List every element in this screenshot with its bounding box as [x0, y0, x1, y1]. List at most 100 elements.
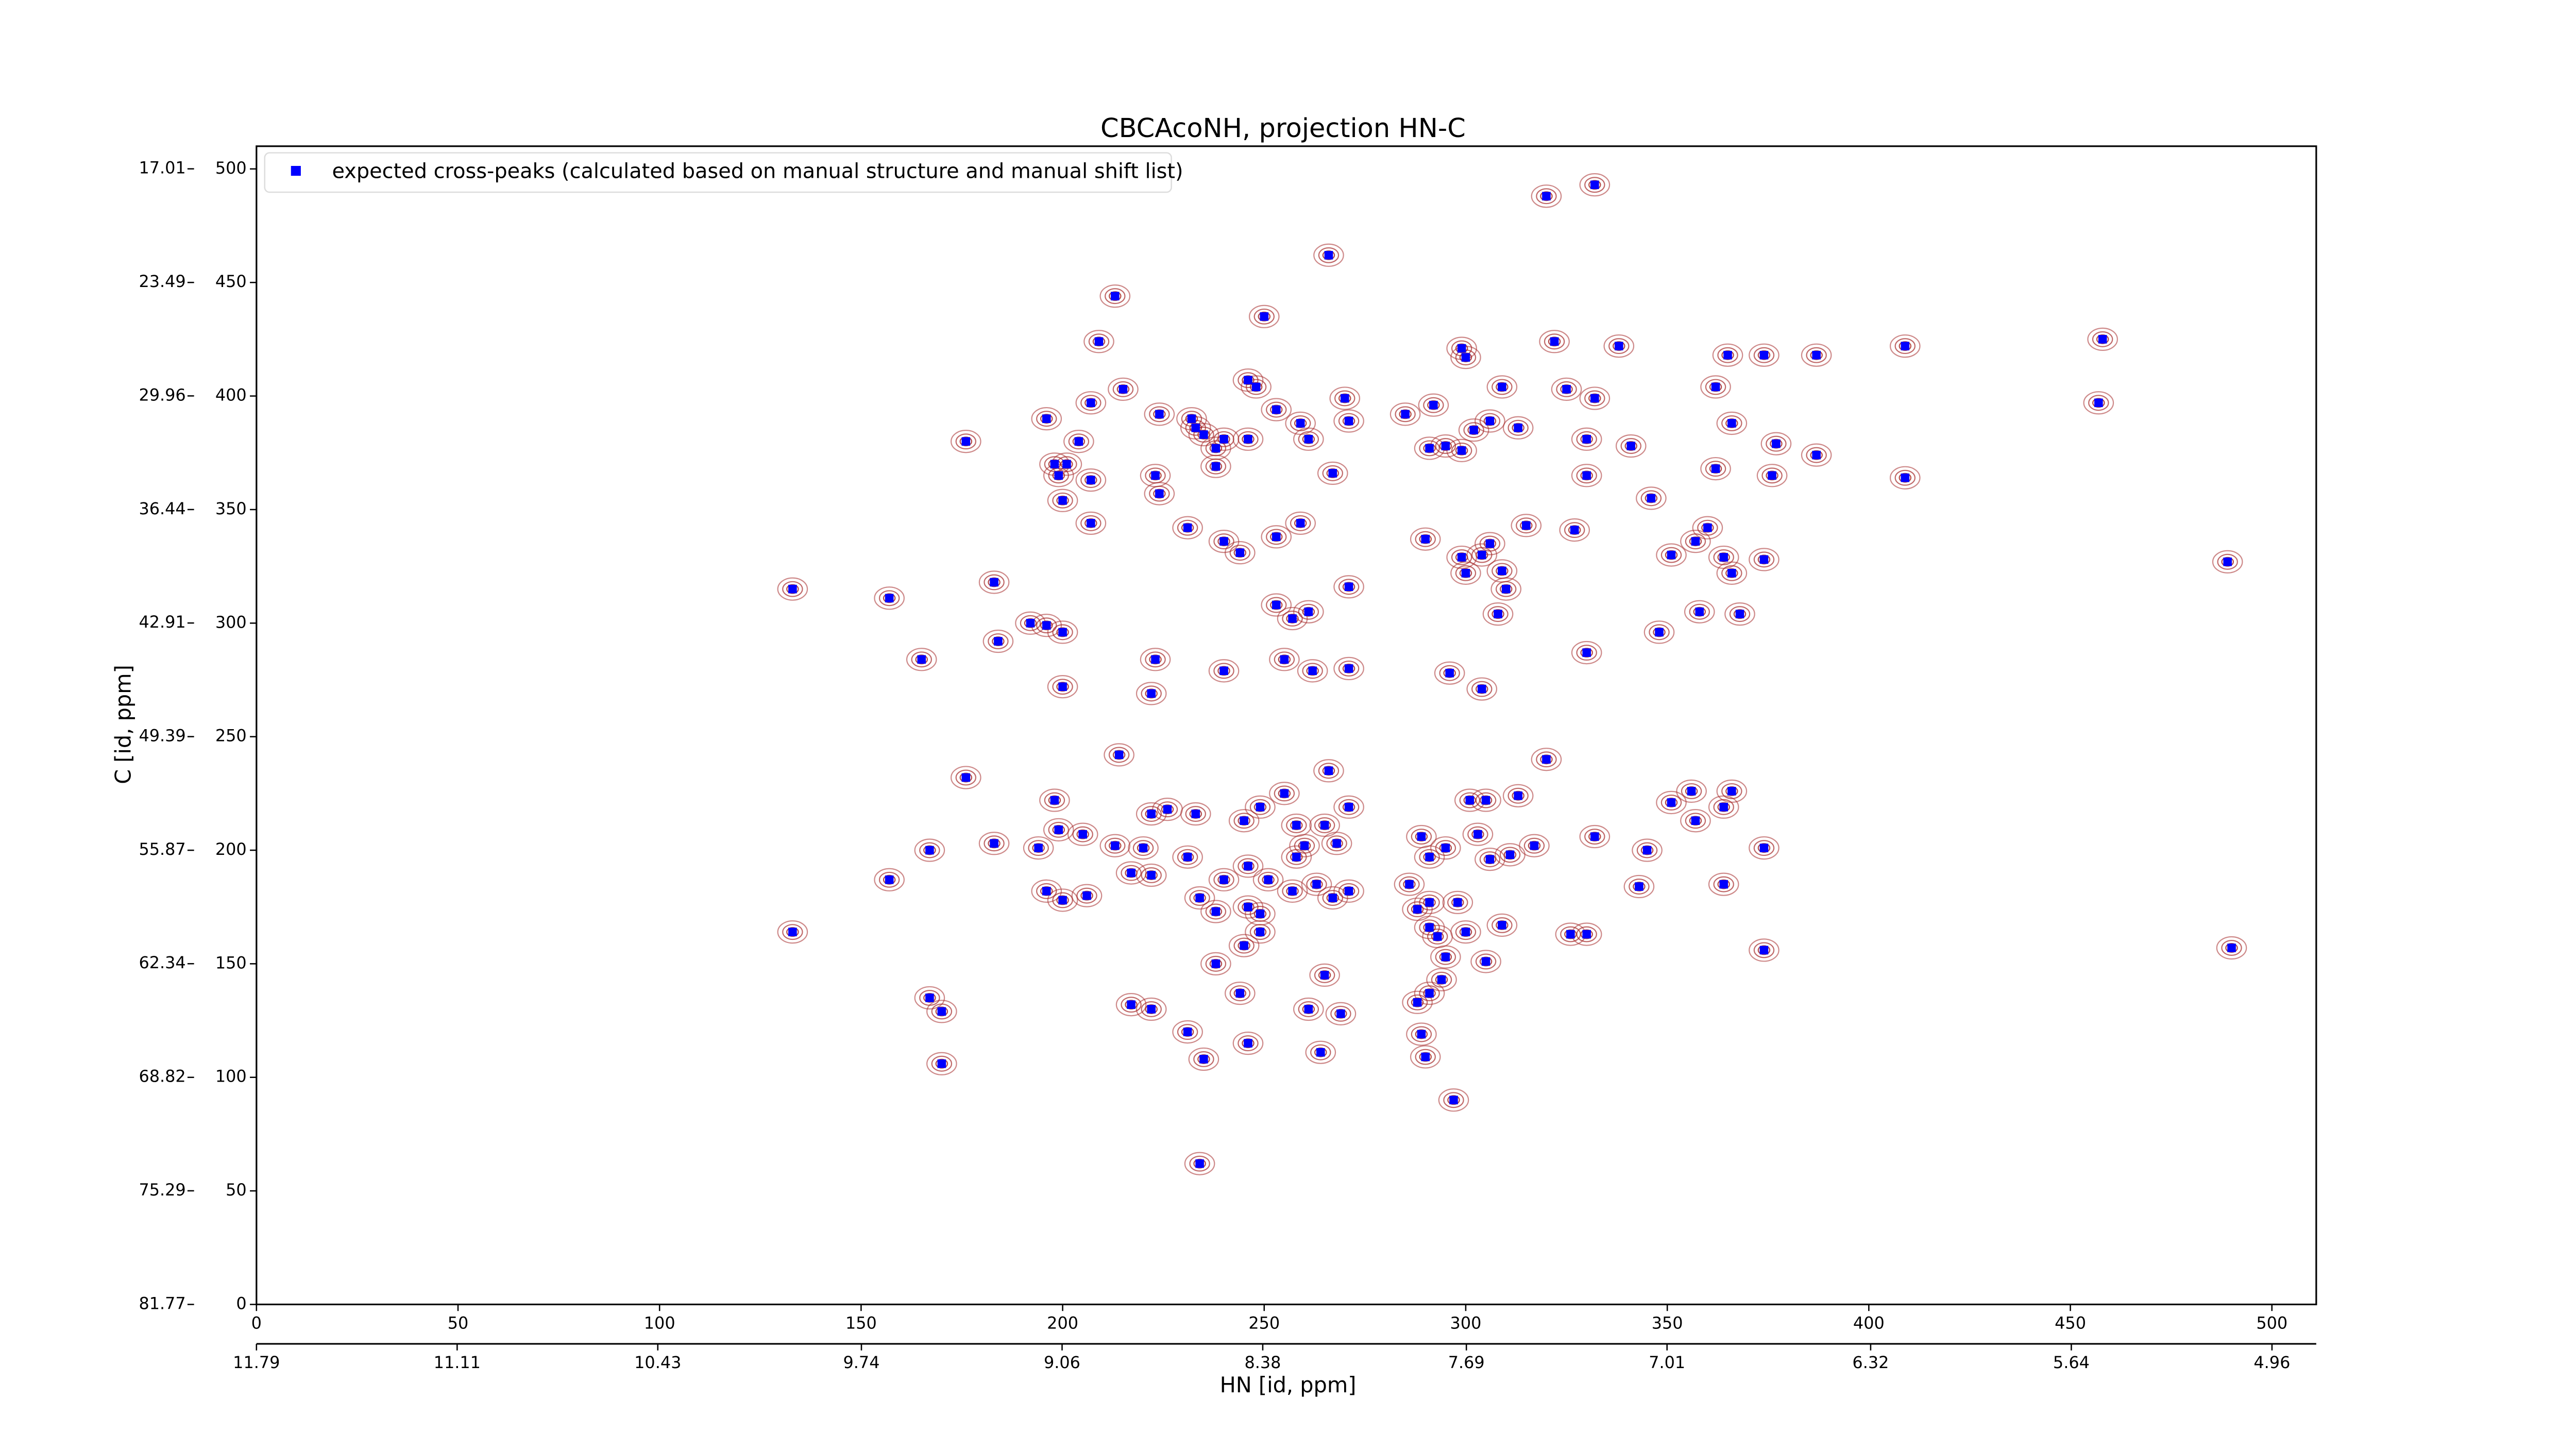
peak-contour — [1451, 549, 1472, 565]
peak-contour — [1423, 852, 1436, 862]
cross-peak — [1292, 821, 1301, 830]
peak-contour — [1209, 958, 1223, 969]
peak-contour — [1056, 495, 1069, 506]
peak-contour — [1700, 375, 1731, 399]
peak-contour — [1253, 927, 1267, 937]
peak-contour — [1048, 795, 1061, 805]
peak-contour — [1141, 867, 1162, 883]
peak-contour — [1269, 600, 1283, 610]
peak-contour — [1245, 379, 1267, 395]
peak-contour — [1342, 663, 1355, 673]
cross-peak — [1042, 887, 1051, 896]
peak-contour — [1411, 1026, 1432, 1042]
peak-contour — [1770, 439, 1783, 449]
cross-peak — [1155, 489, 1164, 498]
peak-contour — [1318, 820, 1331, 830]
cross-peak — [1292, 852, 1301, 862]
cross-peak — [1449, 1096, 1458, 1105]
peak-contour — [915, 654, 928, 665]
peak-contour — [1459, 568, 1472, 578]
peak-contour — [1455, 565, 1477, 581]
peak-contour — [1228, 934, 1260, 957]
x2-tick-label: 9.74 — [843, 1353, 880, 1372]
peak-contour — [1899, 473, 1912, 483]
peak-contour — [1579, 173, 1611, 197]
peak-contour — [926, 1052, 957, 1075]
cross-peak — [1727, 569, 1736, 578]
cross-peak — [1562, 385, 1571, 394]
cross-peak — [1127, 868, 1136, 878]
cross-peak — [1251, 382, 1261, 392]
legend-box — [264, 152, 1172, 193]
peak-contour — [1414, 982, 1445, 1005]
peak-contour — [1075, 391, 1107, 415]
peak-contour — [1313, 243, 1344, 267]
peak-contour — [1269, 782, 1300, 805]
peak-contour — [1208, 659, 1240, 683]
cross-peak — [1445, 668, 1454, 678]
peak-contour — [1252, 868, 1284, 891]
peak-contour — [1643, 620, 1675, 644]
cross-peak — [1485, 539, 1495, 548]
peak-contour — [1020, 615, 1041, 631]
peak-contour — [1801, 443, 1832, 467]
peak-contour — [1338, 883, 1360, 899]
peak-contour — [1330, 838, 1343, 849]
peak-contour — [1140, 648, 1171, 671]
peak-contour — [1040, 886, 1053, 896]
peak-contour — [1801, 343, 1832, 367]
cross-peak — [1614, 342, 1623, 350]
cross-peak — [1582, 434, 1591, 444]
cross-peak — [1514, 791, 1522, 800]
peak-contour — [1140, 464, 1171, 487]
peak-contour — [1217, 536, 1230, 547]
peak-contour — [1322, 465, 1344, 481]
peak-contour — [1681, 783, 1702, 799]
peak-contour — [1112, 750, 1126, 760]
peak-contour — [1109, 291, 1122, 301]
peak-contour — [1105, 837, 1126, 854]
peak-contour — [1333, 409, 1364, 433]
peak-contour — [1197, 429, 1210, 440]
peak-contour — [984, 574, 1005, 591]
x-tick-label: 250 — [1248, 1313, 1280, 1333]
peak-contour — [1649, 624, 1670, 641]
peak-contour — [1233, 548, 1247, 558]
cross-peak — [1522, 521, 1531, 530]
peak-contour — [1410, 527, 1441, 551]
cross-peak — [1344, 887, 1353, 896]
peak-contour — [1499, 847, 1521, 863]
peak-contour — [1475, 953, 1497, 970]
cross-peak — [1324, 251, 1333, 260]
peak-contour — [1536, 188, 1557, 205]
peak-contour — [1471, 681, 1493, 697]
peak-contour — [1701, 523, 1714, 533]
peak-contour — [1713, 549, 1734, 565]
peak-contour — [1072, 826, 1093, 843]
peak-contour — [1153, 409, 1166, 419]
x-tick-label: 100 — [644, 1313, 675, 1333]
peak-contour — [1640, 845, 1654, 855]
peak-contour — [1640, 490, 1662, 507]
peak-contour — [1439, 665, 1460, 681]
peak-contour — [1253, 308, 1275, 325]
peak-contour — [1689, 536, 1702, 547]
peak-contour — [1700, 457, 1731, 481]
cross-peak — [1635, 882, 1643, 891]
cross-peak — [1477, 684, 1486, 694]
peak-contour — [1225, 982, 1256, 1005]
peak-contour — [1032, 843, 1045, 853]
cross-peak — [1042, 621, 1051, 630]
peak-contour — [1242, 902, 1255, 912]
cross-peak — [1187, 414, 1196, 423]
peak-contour — [1080, 515, 1101, 531]
cross-peak — [1723, 350, 1732, 360]
cross-peak — [1304, 434, 1313, 444]
peak-contour — [1496, 566, 1509, 576]
peak-contour — [1232, 427, 1264, 451]
peak-contour — [1459, 352, 1472, 363]
peak-contour — [2217, 553, 2238, 570]
cross-peak — [1417, 1030, 1426, 1039]
peak-contour — [1293, 997, 1324, 1021]
